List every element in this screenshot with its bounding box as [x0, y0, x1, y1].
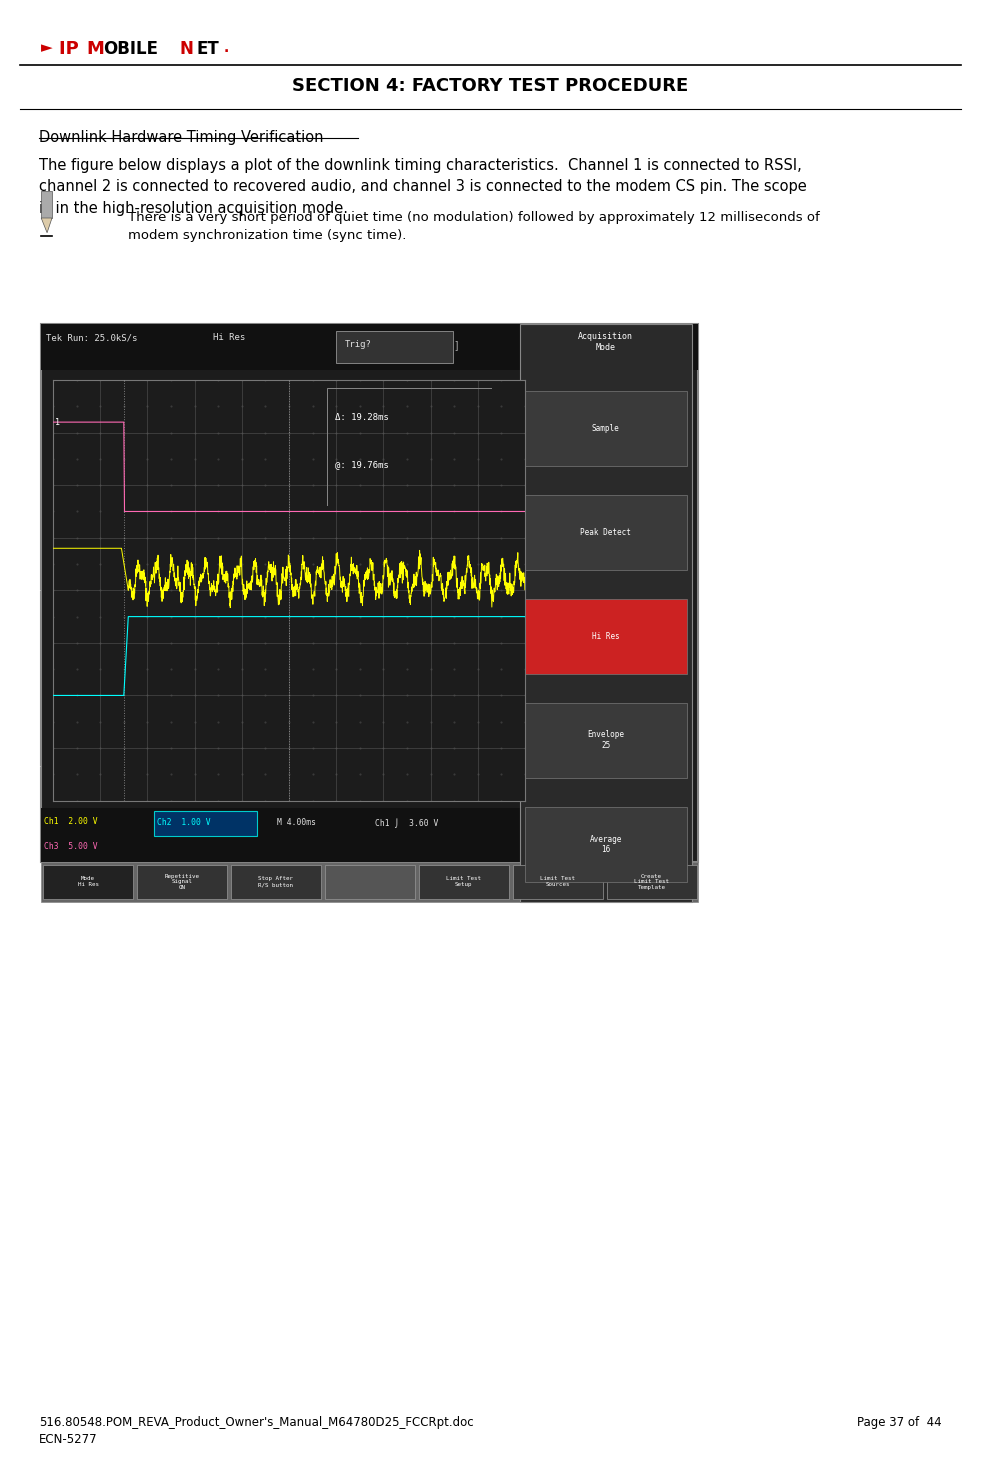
Bar: [525, 598, 687, 673]
Text: The figure below displays a plot of the downlink timing characteristics.  Channe: The figure below displays a plot of the …: [39, 158, 807, 217]
Bar: [513, 865, 602, 899]
Bar: [41, 324, 698, 370]
Text: ECN-5277: ECN-5277: [39, 1433, 98, 1446]
Text: 2+: 2+: [30, 586, 41, 595]
Text: Acquisition
Mode: Acquisition Mode: [578, 331, 634, 352]
Text: .: .: [224, 40, 229, 55]
Text: Mode
Hi Res: Mode Hi Res: [77, 876, 99, 887]
Text: Tek Run: 25.0kS/s: Tek Run: 25.0kS/s: [46, 333, 137, 342]
Text: Page 37 of  44: Page 37 of 44: [857, 1416, 942, 1429]
Text: Ch1 ⌡  3.60 V: Ch1 ⌡ 3.60 V: [375, 818, 439, 828]
Text: 1: 1: [55, 418, 60, 427]
Bar: [336, 331, 453, 362]
Text: M: M: [86, 40, 104, 57]
Text: Stop After
R/S button: Stop After R/S button: [258, 876, 293, 887]
Bar: [606, 865, 697, 899]
Bar: [137, 865, 227, 899]
Text: Hi Res: Hi Res: [213, 333, 245, 342]
Text: IP: IP: [59, 40, 85, 57]
Bar: [325, 865, 415, 899]
Bar: [419, 865, 509, 899]
Bar: [525, 495, 687, 570]
Bar: [41, 324, 698, 862]
Text: Downlink Hardware Timing Verification: Downlink Hardware Timing Verification: [39, 130, 324, 144]
Text: N: N: [180, 40, 193, 57]
Bar: [41, 862, 698, 901]
Text: OBILE: OBILE: [103, 40, 158, 57]
Text: Average
16: Average 16: [590, 835, 622, 854]
Text: Δ: 19.28ms: Δ: 19.28ms: [335, 414, 388, 423]
Text: Limit Test
Setup: Limit Test Setup: [446, 876, 482, 887]
Text: Hi Res: Hi Res: [592, 632, 620, 641]
Text: ►: ►: [41, 40, 53, 55]
Bar: [520, 324, 692, 901]
Text: Ch2  1.00 V: Ch2 1.00 V: [157, 819, 211, 828]
Text: Create
Limit Test
Template: Create Limit Test Template: [634, 873, 669, 890]
Text: Limit Test
Sources: Limit Test Sources: [541, 876, 575, 887]
Text: There is a very short period of quiet time (no modulation) followed by approxima: There is a very short period of quiet ti…: [128, 211, 819, 242]
Polygon shape: [41, 218, 52, 233]
Bar: [154, 812, 257, 835]
Text: Ch3  5.00 V: Ch3 5.00 V: [44, 843, 98, 851]
Text: 1+: 1+: [30, 763, 41, 772]
Text: Trig?: Trig?: [345, 340, 372, 349]
Text: Sample: Sample: [592, 424, 620, 433]
Text: @: 19.76ms: @: 19.76ms: [335, 461, 388, 470]
Bar: [525, 703, 687, 778]
Bar: [43, 865, 133, 899]
Polygon shape: [41, 191, 52, 218]
Text: Repetitive
Signal
ON: Repetitive Signal ON: [165, 873, 199, 890]
Text: Peak Detect: Peak Detect: [581, 527, 631, 536]
Bar: [41, 807, 521, 862]
Bar: [231, 865, 321, 899]
Text: ET: ET: [196, 40, 219, 57]
Text: M 4.00ms: M 4.00ms: [277, 819, 316, 828]
Bar: [525, 390, 687, 465]
Text: Envelope
25: Envelope 25: [588, 731, 624, 750]
Text: 516.80548.POM_REVA_Product_Owner's_Manual_M64780D25_FCCRpt.doc: 516.80548.POM_REVA_Product_Owner's_Manua…: [39, 1416, 474, 1429]
Text: ]: ]: [453, 340, 459, 349]
Bar: [525, 807, 687, 882]
Text: SECTION 4: FACTORY TEST PROCEDURE: SECTION 4: FACTORY TEST PROCEDURE: [292, 77, 689, 94]
Text: Ch1  2.00 V: Ch1 2.00 V: [44, 818, 98, 826]
